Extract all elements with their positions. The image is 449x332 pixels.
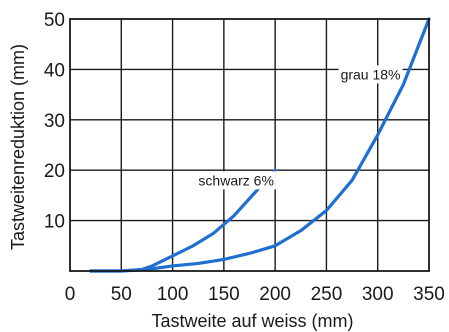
series-label-0: schwarz 6% [198,172,273,188]
y-tick-label-3: 40 [44,60,65,81]
x-tick-label-0: 0 [65,284,76,305]
y-axis-label: Tastweitenreduktion (mm) [8,44,28,250]
x-tick-label-4: 200 [259,284,291,305]
y-tick-label-0: 10 [44,212,65,233]
x-axis-label: Tastweite auf weiss (mm) [151,311,353,331]
grid [70,19,429,271]
series-group [88,17,431,273]
series-label-bg-1 [338,65,403,84]
x-tick-label-5: 250 [311,284,343,305]
y-tick-label-4: 50 [44,10,65,31]
y-tick-label-1: 20 [44,161,65,182]
x-tick-labels: 0 50 100 150 200 250 300 350 [65,284,445,305]
series-line-1 [88,17,431,273]
y-tick-labels: 10 20 30 40 50 [44,10,65,233]
x-tick-label-7: 350 [413,284,445,305]
annotations: schwarz 6% grau 18% [196,65,403,190]
plot-frame [69,18,430,272]
x-tick-label-1: 50 [111,284,132,305]
x-tick-label-2: 100 [157,284,189,305]
x-tick-label-6: 300 [362,284,394,305]
x-tick-label-3: 150 [208,284,240,305]
series-label-1: grau 18% [341,66,401,82]
series-label-bg-0 [196,171,276,190]
y-tick-label-2: 30 [44,111,65,132]
